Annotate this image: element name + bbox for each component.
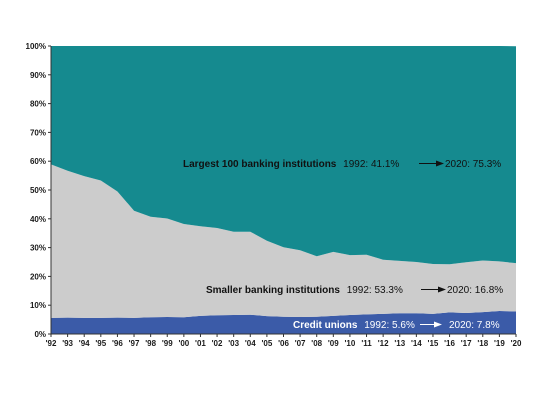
x-tick-label: '97 <box>129 339 140 348</box>
x-tick-label: '99 <box>162 339 173 348</box>
annotation-smaller-label: Smaller banking institutions <box>206 285 340 296</box>
annotation-smaller-banks: Smaller banking institutions 1992: 53.3%… <box>206 285 503 296</box>
x-tick-label: '98 <box>145 339 156 348</box>
x-tick-label: '93 <box>62 339 73 348</box>
annotation-largest-banks: Largest 100 banking institutions 1992: 4… <box>183 159 501 170</box>
annotation-largest-arrowhead <box>436 160 444 167</box>
annotation-credit-unions: Credit unions 1992: 5.6% 2020: 7.8% <box>293 320 500 331</box>
x-tick-label: '16 <box>444 339 455 348</box>
area-smaller-banking-institutions <box>51 164 516 318</box>
axes: 0% 10% 20% 30% 40% 50% 60% 70% 80% 90% 100% '92 '93 '… <box>26 42 522 348</box>
x-tick-label: '15 <box>428 339 439 348</box>
x-tick-label: '01 <box>195 339 206 348</box>
x-tick-label: '05 <box>261 339 272 348</box>
y-tick-label: 20% <box>30 272 46 281</box>
x-tick-label: '10 <box>345 339 356 348</box>
annotation-smaller-arrowhead <box>438 286 446 293</box>
x-tick-label: '96 <box>112 339 123 348</box>
y-tick-label: 100% <box>26 42 46 51</box>
annotation-cu-end: 2020: 7.8% <box>449 320 500 331</box>
x-tick-label: '13 <box>394 339 405 348</box>
area-layers <box>51 46 516 334</box>
y-tick-label: 70% <box>30 128 46 137</box>
annotation-cu-start: 1992: 5.6% <box>364 320 415 331</box>
y-tick-label: 80% <box>30 100 46 109</box>
x-tick-label: '14 <box>411 339 422 348</box>
x-tick-label: '18 <box>477 339 488 348</box>
annotation-largest-start: 1992: 41.1% <box>343 159 399 170</box>
area-credit-unions <box>51 310 516 334</box>
x-tick-label: '20 <box>511 339 522 348</box>
area-largest-100-banking-institutions <box>51 46 516 265</box>
x-tick-label: '92 <box>46 339 57 348</box>
annotation-cu-line: Credit unions 1992: 5.6% <box>293 320 415 331</box>
annotation-smaller-end: 2020: 16.8% <box>447 285 503 296</box>
annotation-smaller-start: 1992: 53.3% <box>347 285 403 296</box>
x-tick-label: '94 <box>79 339 90 348</box>
x-tick-label: '02 <box>212 339 223 348</box>
annotation-cu-label: Credit unions <box>293 320 358 331</box>
y-tick-label: 90% <box>30 71 46 80</box>
annotation-largest-line: Largest 100 banking institutions 1992: 4… <box>183 159 399 170</box>
y-tick-label: 60% <box>30 157 46 166</box>
x-tick-label: '17 <box>461 339 472 348</box>
x-tick-label: '04 <box>245 339 256 348</box>
annotation-largest-end: 2020: 75.3% <box>445 159 501 170</box>
y-tick-label: 0% <box>34 330 46 339</box>
annotation-largest-label: Largest 100 banking institutions <box>183 159 337 170</box>
y-tick-label: 10% <box>30 301 46 310</box>
y-tick-label: 40% <box>30 215 46 224</box>
x-tick-label: '03 <box>228 339 239 348</box>
x-tick-label: '19 <box>494 339 505 348</box>
y-tick-label: 30% <box>30 244 46 253</box>
x-tick-label: '00 <box>178 339 189 348</box>
x-tick-label: '11 <box>361 339 372 348</box>
y-tick-label: 50% <box>30 186 46 195</box>
x-tick-label: '06 <box>278 339 289 348</box>
x-tick-label: '95 <box>95 339 106 348</box>
annotation-smaller-line: Smaller banking institutions 1992: 53.3% <box>206 285 403 296</box>
annotation-cu-arrowhead <box>434 321 442 328</box>
x-tick-label: '08 <box>311 339 322 348</box>
x-tick-label: '07 <box>295 339 306 348</box>
x-tick-label: '09 <box>328 339 339 348</box>
x-tick-label: '12 <box>378 339 389 348</box>
